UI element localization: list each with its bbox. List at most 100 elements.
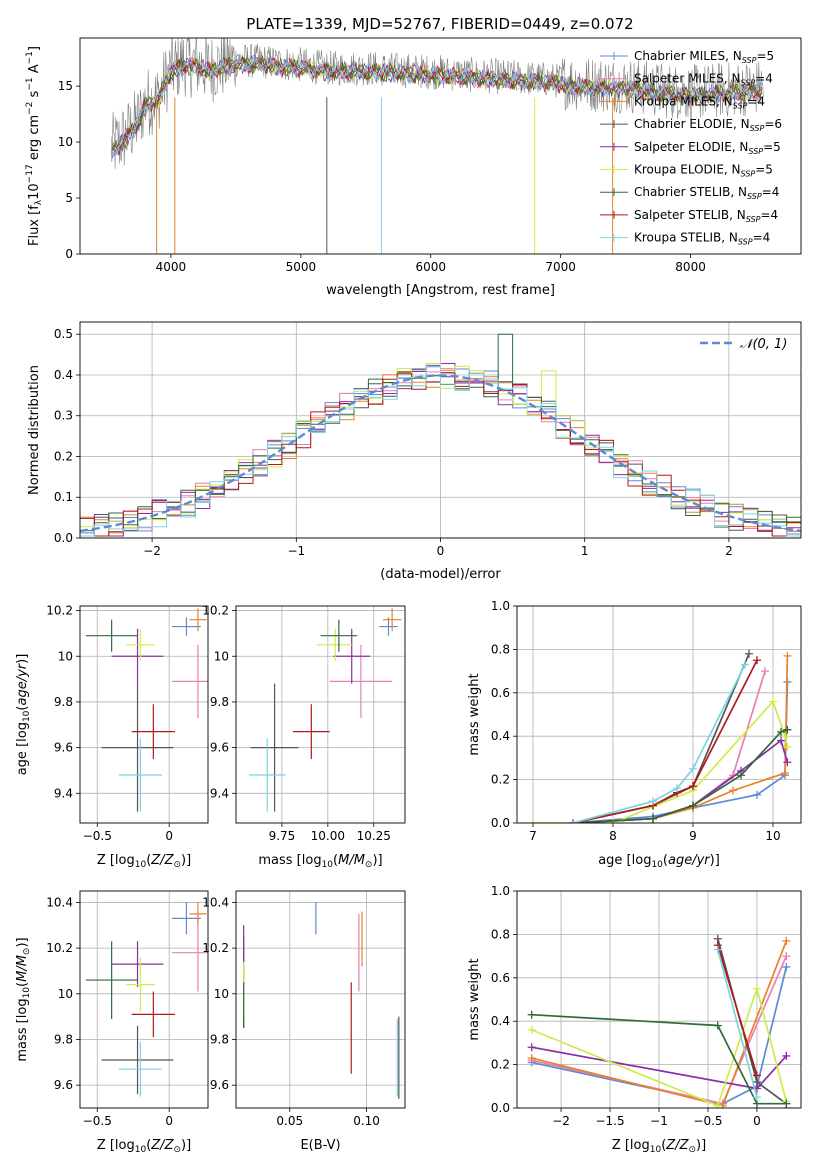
x-tick-label: 0 [165, 1114, 173, 1128]
axes-frame [516, 605, 802, 824]
panel-z-mass: −0.5 0 9.6 9.8 10 10.2 10.4 Z [log10(Z/Z⊙)] mass… [15, 890, 209, 1155]
y-tick-label: 9.6 [54, 741, 73, 755]
y-axis-label: mass weight [467, 958, 482, 1040]
x-tick-label: 0.10 [353, 1114, 380, 1128]
legend-normal-label: 𝒩(0, 1) [740, 337, 787, 352]
series-sstelib [716, 945, 758, 1076]
series-cstelib [531, 1013, 787, 1105]
series-cstelib [572, 728, 788, 823]
plot-area-age-weight [529, 649, 792, 823]
legend-label: Chabrier STELIB, NSSP=4 [634, 185, 779, 201]
series-point-cstelib [649, 814, 657, 823]
x-tick-label: 7 [529, 829, 537, 843]
plot-area-residuals [80, 333, 801, 537]
y-tick-label: 9.6 [54, 1078, 73, 1092]
series-point-selodie [783, 758, 792, 767]
y-tick-label: 0.8 [491, 642, 510, 656]
y-axis-label: mass weight [467, 673, 482, 755]
y-axis-label: Flux [fλ10−17 erg cm−2 s−1 A−1] [25, 46, 44, 246]
y-tick-label: 10 [58, 649, 73, 663]
y-tick-label: 1.0 [491, 884, 510, 898]
x-axis-label: Z [log10(Z/Z⊙)] [612, 1138, 706, 1155]
y-tick-label: 10.4 [46, 895, 73, 909]
y-tick-label: 5 [65, 191, 73, 205]
y-tick-label: 15 [58, 79, 73, 93]
y-tick-label: 0.3 [54, 409, 73, 423]
series-point-kelodie [713, 1101, 722, 1108]
x-tick-label: 0 [753, 1114, 761, 1128]
y-axis-label: Normed distribution [27, 365, 42, 495]
panel-ebv-mass: 0.05 0.10 9.6 9.8 10 10.2 10.4 E(B-V) [202, 890, 406, 1153]
y-tick-label: 9.4 [54, 786, 73, 800]
axes-frame [516, 890, 802, 1109]
y-tick-label: 9.4 [210, 786, 229, 800]
plot-area-z-weight [527, 934, 791, 1108]
series-point-kstelib [649, 797, 657, 806]
series-point-selodie [782, 1051, 791, 1060]
y-tick-label: 9.6 [210, 741, 229, 755]
series-point-cstelib [527, 1010, 536, 1019]
series-point-kstelib [741, 660, 749, 669]
x-tick-label: −1 [650, 1114, 668, 1128]
x-tick-label: 2 [725, 544, 733, 558]
x-tick-label: −1.5 [595, 1114, 624, 1128]
y-tick-label: 9.8 [210, 695, 229, 709]
series-point-kstelib [689, 764, 697, 773]
series-sstelib [572, 659, 758, 823]
series-point-kelodie [769, 697, 777, 706]
y-tick-label: 9.8 [54, 695, 73, 709]
series-kelodie [531, 985, 788, 1107]
series-point-kelodie [527, 1025, 536, 1034]
legend-label: Salpeter MILES, NSSP=4 [634, 72, 773, 88]
plot-area-mass-age [248, 608, 402, 812]
series-point-cmiles [782, 962, 791, 971]
series-point-selodie [777, 736, 785, 745]
series-point-kmiles [729, 786, 737, 795]
series-point-cstelib [782, 1099, 791, 1108]
series-point-cstelib [713, 1021, 722, 1030]
x-tick-label: 0.05 [276, 1114, 303, 1128]
legend-spectrum: Chabrier MILES, NSSP=5 Salpeter MILES, NS… [600, 49, 782, 247]
x-tick-label: 9.75 [269, 829, 296, 843]
panel-spectrum: 4000 5000 6000 7000 8000 0 5 10 15 wavelength [An… [25, 37, 802, 298]
series-point-kstelib [752, 1093, 761, 1102]
series-point-kmiles [527, 1054, 536, 1063]
x-tick-label: −0.5 [693, 1114, 722, 1128]
legend-label: Kroupa MILES, NSSP=4 [634, 94, 765, 110]
y-axis-label: mass [log10(M/M⊙)] [15, 937, 32, 1061]
y-tick-label: 0.4 [491, 1014, 510, 1028]
legend-label: Kroupa ELODIE, NSSP=5 [634, 163, 773, 179]
y-tick-label: 0.2 [491, 773, 510, 787]
x-tick-label: −0.5 [83, 829, 112, 843]
series-point-kelodie [781, 732, 789, 741]
series-point-smiles [761, 667, 769, 676]
series-point-cstelib [737, 771, 745, 780]
panel-age-weight: 7 8 9 10 0.0 0.2 0.4 0.6 0.8 1.0 age [log10(age/yr… [467, 599, 802, 870]
y-tick-label: 0.0 [491, 1101, 510, 1115]
y-tick-label: 9.8 [54, 1032, 73, 1046]
y-tick-label: 10 [214, 987, 229, 1001]
series-point-sstelib [753, 656, 761, 665]
plot-area-z-age [85, 608, 208, 812]
x-tick-label: −0.5 [83, 1114, 112, 1128]
series-point-kmiles [781, 769, 789, 778]
legend-label: Kroupa STELIB, NSSP=4 [634, 231, 770, 247]
plot-area-z-mass [85, 902, 208, 1097]
x-axis-label: wavelength [Angstrom, rest frame] [326, 283, 555, 298]
legend-label: Chabrier ELODIE, NSSP=6 [634, 117, 782, 133]
x-tick-label: 8 [609, 829, 617, 843]
x-tick-label: −1 [287, 544, 305, 558]
y-tick-label: 0.1 [54, 490, 73, 504]
panel-mass-age: 9.75 10.00 10.25 9.4 9.6 9.8 10 10.2 mass [log10… [202, 604, 406, 870]
x-tick-label: 1 [581, 544, 589, 558]
x-tick-label: −2 [143, 544, 161, 558]
legend-label: Chabrier MILES, NSSP=5 [634, 49, 774, 65]
histogram-smiles [80, 368, 801, 537]
y-tick-label: 10 [214, 649, 229, 663]
x-tick-label: 10.25 [357, 829, 391, 843]
model-spectrum-sstelib [112, 57, 763, 156]
figure-title: PLATE=1339, MJD=52767, FIBERID=0449, z=0… [246, 15, 633, 33]
x-tick-label: 10.00 [311, 829, 345, 843]
x-axis-label: E(B-V) [300, 1138, 340, 1153]
